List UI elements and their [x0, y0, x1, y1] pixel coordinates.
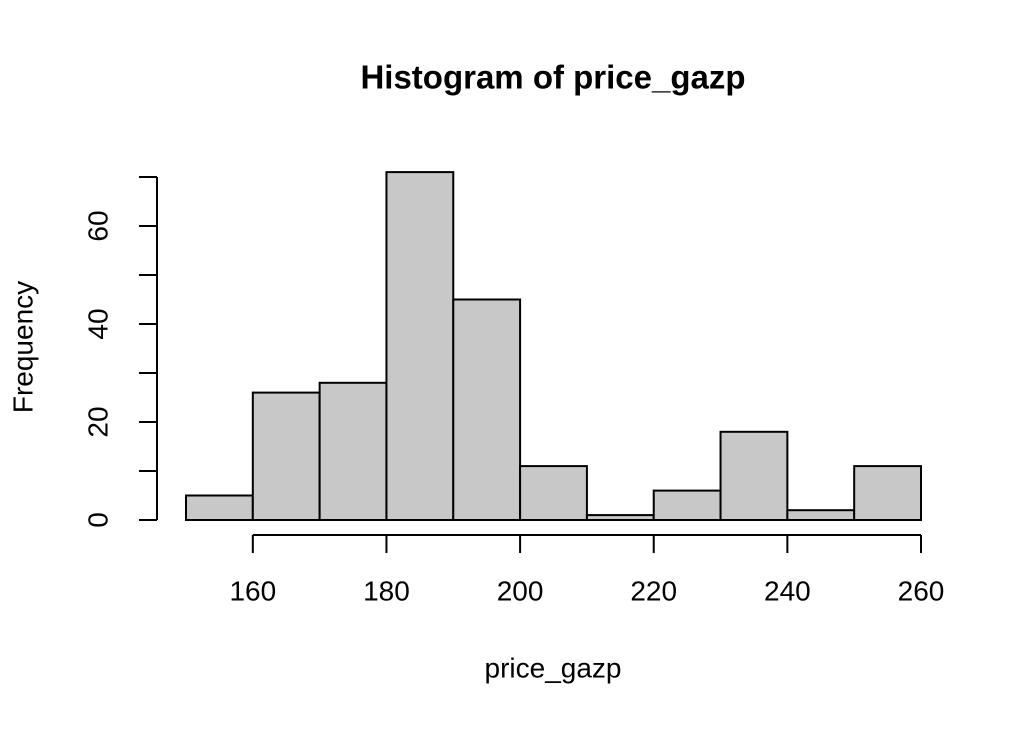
bar — [786, 509, 856, 522]
x-axis-label: price_gazp — [485, 652, 622, 683]
x-tick-label: 160 — [229, 575, 276, 606]
bar — [853, 465, 923, 522]
bar — [318, 381, 388, 521]
y-tick-label: 0 — [82, 512, 113, 528]
bar — [652, 489, 722, 522]
y-tick-label: 20 — [82, 406, 113, 437]
bar — [251, 391, 321, 522]
bar — [385, 171, 455, 521]
bar — [585, 514, 655, 521]
x-tick-label: 240 — [764, 575, 811, 606]
x-tick-label: 220 — [630, 575, 677, 606]
bar — [519, 465, 588, 522]
y-tick-label: 40 — [82, 308, 113, 339]
bar — [719, 430, 789, 521]
x-tick-label: 180 — [363, 575, 410, 606]
x-tick-label: 200 — [497, 575, 544, 606]
bar — [452, 298, 522, 521]
bar — [185, 494, 254, 521]
chart-title: Histogram of price_gazp — [360, 59, 745, 96]
y-tick-label: 60 — [82, 210, 113, 241]
y-axis-label: Frequency — [7, 281, 38, 413]
x-tick-label: 260 — [898, 575, 945, 606]
